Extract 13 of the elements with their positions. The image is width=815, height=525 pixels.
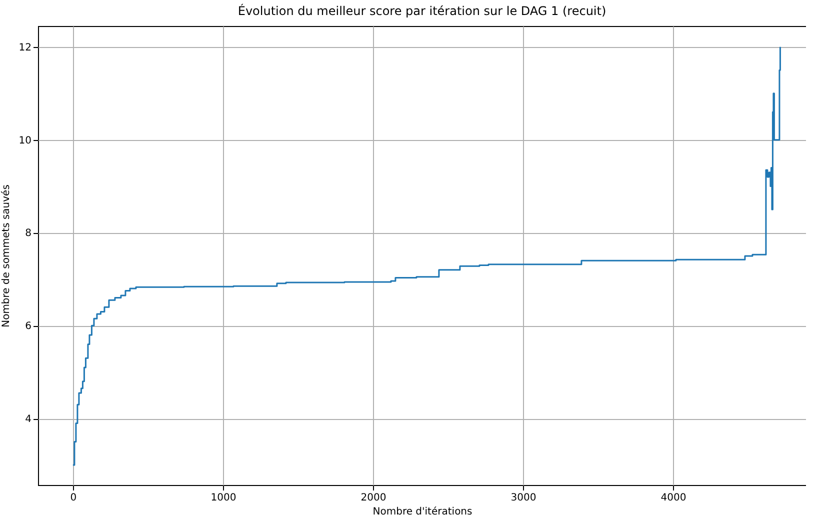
x-axis-title: Nombre d'itérations [372,506,472,518]
y-tick-label: 8 [25,228,32,240]
y-tick-label: 12 [18,42,32,54]
y-tick-label: 4 [25,414,32,426]
y-axis-title: Nombre de sommets sauvés [0,184,12,328]
x-tick-label: 0 [70,492,77,504]
y-tick-label: 10 [18,135,32,146]
x-tick-label: 2000 [360,492,386,504]
x-tick-label: 1000 [210,492,236,504]
chart-title: Évolution du meilleur score par itération sur le DAG 1 (recuit) [238,3,606,18]
x-tick-label: 4000 [660,492,686,504]
x-tick-label: 3000 [510,492,536,504]
y-tick-label: 6 [25,321,32,332]
